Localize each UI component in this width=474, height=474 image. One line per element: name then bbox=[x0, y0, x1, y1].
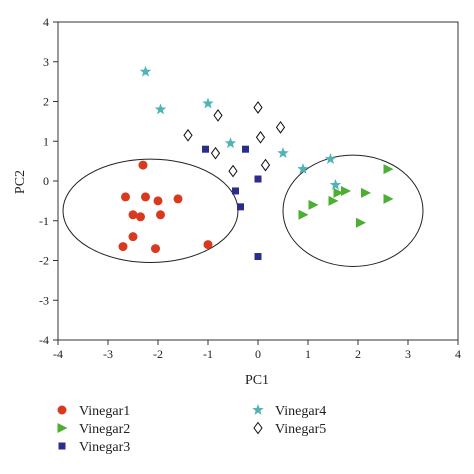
y-tick-label: 0 bbox=[43, 174, 49, 188]
legend-marker bbox=[253, 421, 263, 435]
data-point-vinegar4 bbox=[224, 137, 237, 149]
y-axis-title: PC2 bbox=[13, 170, 28, 194]
data-point-vinegar2 bbox=[383, 193, 394, 204]
data-point-vinegar4 bbox=[297, 163, 309, 174]
legend-marker bbox=[57, 423, 68, 433]
data-point-vinegar1 bbox=[121, 192, 130, 202]
data-point-vinegar2 bbox=[328, 195, 339, 206]
data-point-vinegar2 bbox=[361, 187, 371, 198]
data-point-vinegar5 bbox=[183, 128, 193, 142]
data-point-vinegar1 bbox=[173, 194, 183, 204]
y-tick-label: -2 bbox=[39, 254, 49, 268]
x-tick-label: 2 bbox=[355, 347, 361, 361]
data-point-vinegar3 bbox=[254, 253, 262, 261]
legend: Vinegar1 Vinegar2 Vinegar3 Vinegar4 Vinegar5 bbox=[57, 404, 326, 455]
x-axis-title: PC1 bbox=[245, 373, 269, 388]
legend-label: Vinegar3 bbox=[79, 440, 130, 455]
data-point-vinegar1 bbox=[153, 196, 163, 206]
data-point-vinegar2 bbox=[356, 217, 366, 228]
x-tick-label: 3 bbox=[405, 347, 411, 361]
data-point-vinegar3 bbox=[232, 187, 239, 195]
data-point-vinegar4 bbox=[329, 178, 342, 190]
data-point-vinegar1 bbox=[136, 212, 145, 222]
y-tick-label: -4 bbox=[39, 333, 49, 347]
x-tick-label: -3 bbox=[103, 347, 113, 361]
x-tick-label: -4 bbox=[53, 347, 63, 361]
legend-marker bbox=[252, 404, 264, 415]
x-tick-label: 4 bbox=[455, 347, 461, 361]
data-point-vinegar2 bbox=[383, 164, 394, 175]
y-tick-label: 2 bbox=[43, 95, 49, 109]
x-tick-label: 1 bbox=[305, 347, 311, 361]
data-point-vinegar1 bbox=[203, 240, 213, 250]
data-point-vinegar1 bbox=[151, 244, 160, 254]
data-point-vinegar3 bbox=[242, 145, 249, 153]
cluster-ellipse bbox=[282, 154, 424, 267]
legend-marker bbox=[58, 442, 66, 450]
data-point-vinegar1 bbox=[156, 210, 165, 220]
y-tick-label: -1 bbox=[39, 214, 49, 228]
data-point-vinegar3 bbox=[254, 175, 262, 183]
data-point-vinegar1 bbox=[118, 242, 128, 252]
data-point-vinegar5 bbox=[275, 120, 286, 134]
data-point-vinegar4 bbox=[202, 97, 214, 109]
legend-item-vinegar5: Vinegar5 bbox=[253, 421, 326, 437]
y-tick-label: 3 bbox=[43, 55, 49, 69]
data-point-vinegar2 bbox=[333, 187, 344, 198]
x-tick-label: 0 bbox=[255, 347, 261, 361]
data-point-vinegar1 bbox=[141, 192, 150, 202]
data-point-vinegar5 bbox=[213, 109, 223, 122]
y-tick-label: 4 bbox=[43, 15, 49, 29]
y-tick-label: 1 bbox=[43, 134, 49, 148]
data-point-vinegar2 bbox=[298, 209, 309, 220]
legend-item-vinegar1: Vinegar1 bbox=[57, 404, 130, 419]
legend-marker bbox=[57, 405, 67, 415]
data-point-vinegar5 bbox=[228, 164, 238, 178]
cluster-ellipse bbox=[62, 158, 239, 263]
legend-label: Vinegar4 bbox=[275, 404, 326, 419]
legend-item-vinegar4: Vinegar4 bbox=[252, 404, 326, 419]
data-point-vinegar2 bbox=[341, 185, 351, 196]
data-point-vinegar4 bbox=[277, 147, 289, 159]
plot-area bbox=[57, 21, 459, 341]
data-point-vinegar4 bbox=[139, 65, 152, 77]
y-tick-label: -3 bbox=[39, 293, 49, 307]
x-axis: -4 -3 -2 -1 0 1 2 3 4 bbox=[53, 340, 461, 361]
data-point-vinegar5 bbox=[260, 158, 271, 172]
data-point-vinegar5 bbox=[210, 146, 221, 160]
y-axis: -4 -3 -2 -1 0 1 2 3 4 bbox=[39, 15, 58, 347]
legend-label: Vinegar5 bbox=[275, 422, 326, 437]
data-point-vinegar1 bbox=[128, 210, 138, 220]
data-point-vinegar1 bbox=[138, 160, 148, 170]
legend-label: Vinegar2 bbox=[79, 422, 130, 437]
data-point-vinegar5 bbox=[253, 101, 263, 114]
legend-item-vinegar2: Vinegar2 bbox=[57, 422, 130, 437]
x-tick-label: -2 bbox=[153, 347, 163, 361]
data-point-vinegar3 bbox=[237, 203, 244, 211]
data-point-vinegar2 bbox=[308, 199, 319, 210]
data-point-vinegar4 bbox=[154, 103, 167, 115]
data-point-vinegar5 bbox=[255, 130, 266, 144]
x-tick-label: -1 bbox=[203, 347, 213, 361]
data-point-vinegar3 bbox=[202, 145, 209, 153]
legend-label: Vinegar1 bbox=[79, 404, 130, 419]
data-point-vinegar1 bbox=[128, 232, 138, 242]
legend-item-vinegar3: Vinegar3 bbox=[58, 440, 130, 455]
data-point-vinegar4 bbox=[324, 153, 337, 164]
